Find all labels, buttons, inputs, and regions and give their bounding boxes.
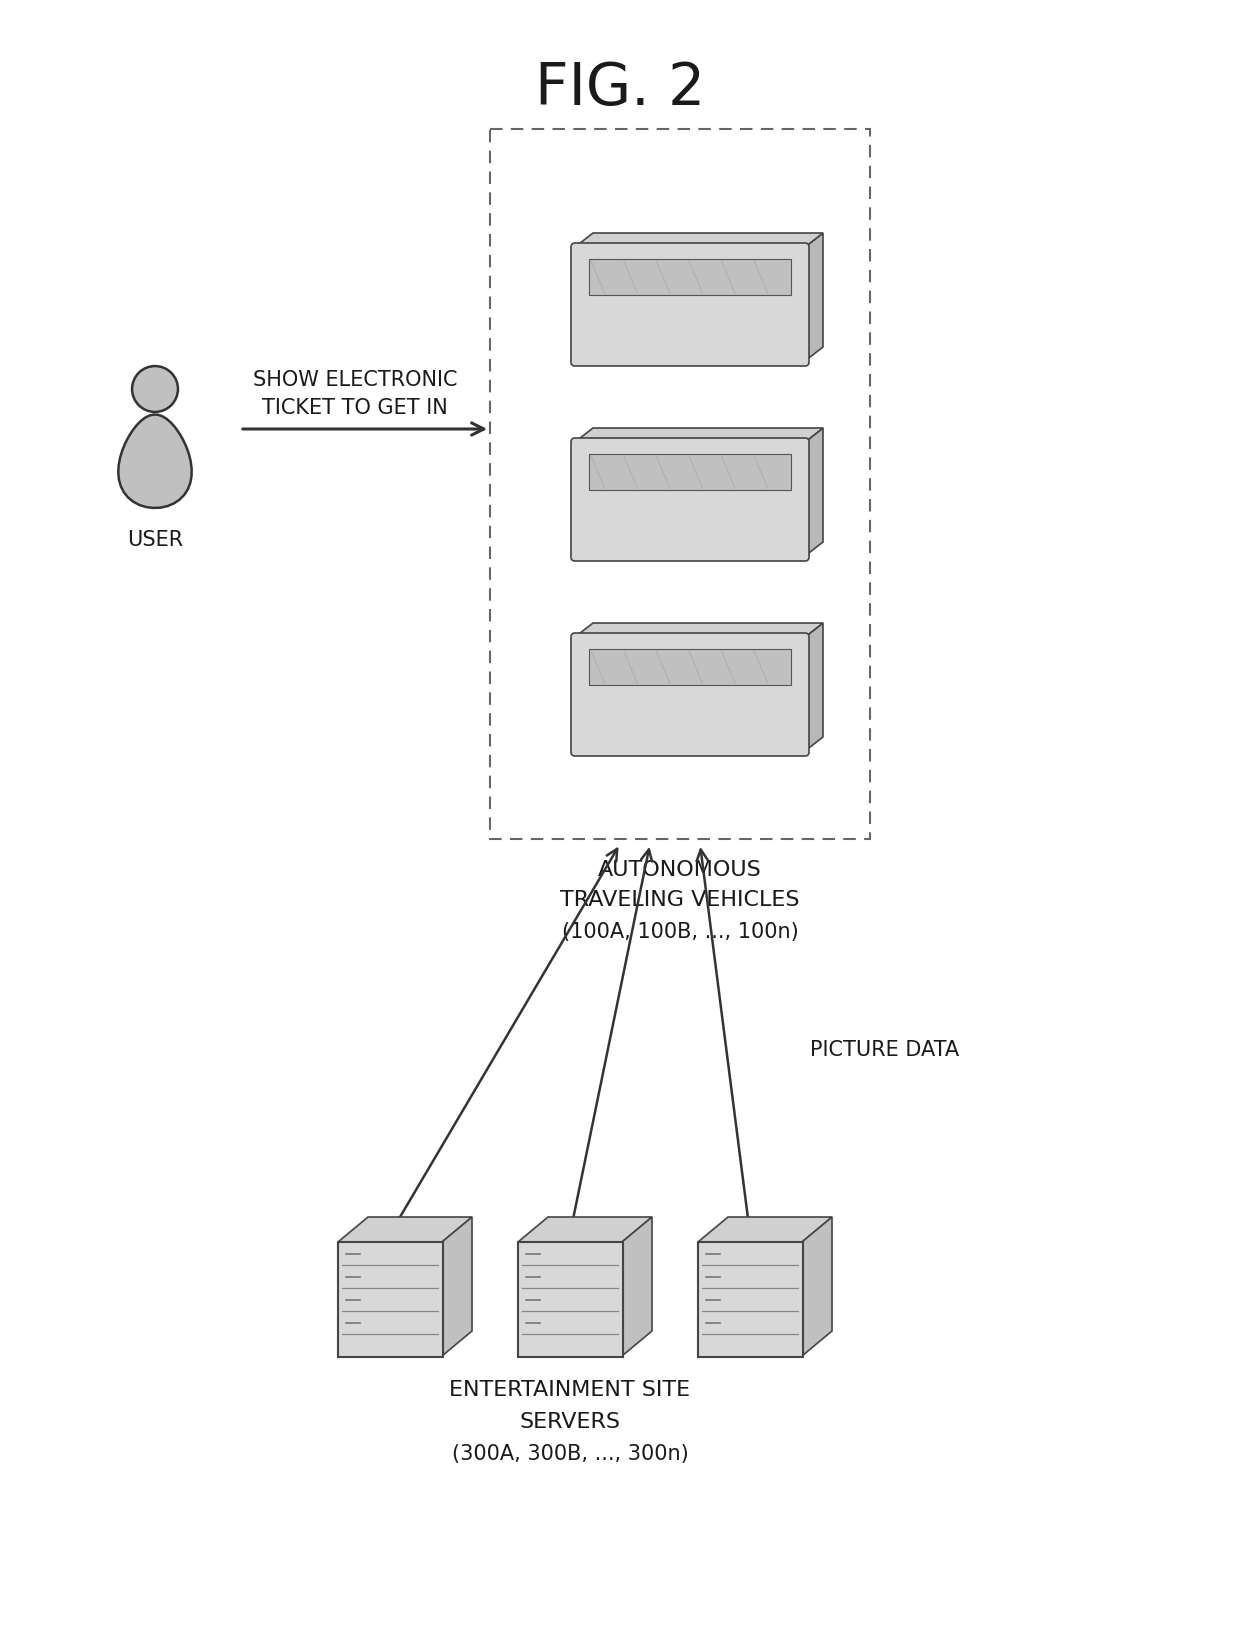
Text: TRAVELING VEHICLES: TRAVELING VEHICLES [560,890,800,910]
Bar [518,1242,622,1357]
Polygon shape [575,234,823,247]
Text: (300A, 300B, ..., 300n): (300A, 300B, ..., 300n) [451,1442,688,1464]
Bar [698,1242,804,1357]
Polygon shape [339,1218,472,1242]
FancyBboxPatch shape [570,439,808,562]
FancyBboxPatch shape [570,634,808,757]
Bar [589,259,791,297]
Polygon shape [698,1218,832,1242]
Polygon shape [802,1218,832,1355]
FancyBboxPatch shape [570,244,808,367]
Polygon shape [805,623,823,752]
Text: SERVERS: SERVERS [520,1411,620,1431]
Bar [339,1242,443,1357]
Text: PICTURE DATA: PICTURE DATA [810,1039,959,1059]
Bar [589,649,791,685]
Text: (100A, 100B, ..., 100n): (100A, 100B, ..., 100n) [562,921,799,941]
Circle shape [131,367,179,413]
Text: AUTONOMOUS: AUTONOMOUS [598,859,761,880]
Text: FIG. 2: FIG. 2 [534,61,706,116]
Polygon shape [118,415,192,508]
Polygon shape [441,1218,472,1355]
Polygon shape [622,1218,652,1355]
Bar [589,454,791,492]
Polygon shape [575,429,823,443]
Polygon shape [575,623,823,638]
Bar [490,129,870,839]
Text: TICKET TO GET IN: TICKET TO GET IN [262,398,448,418]
Polygon shape [805,429,823,557]
Text: ENTERTAINMENT SITE: ENTERTAINMENT SITE [449,1378,691,1400]
Text: USER: USER [126,529,184,549]
Polygon shape [518,1218,652,1242]
Text: SHOW ELECTRONIC: SHOW ELECTRONIC [253,370,458,390]
Polygon shape [805,234,823,362]
